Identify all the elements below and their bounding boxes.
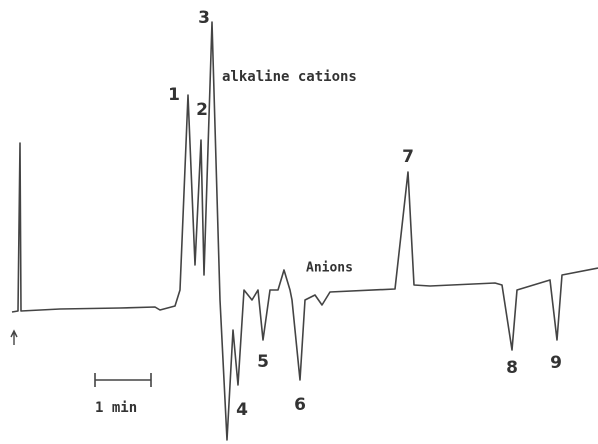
peak-label: 9 bbox=[550, 353, 562, 373]
peak-label: 6 bbox=[294, 395, 306, 415]
trace bbox=[11, 21, 598, 441]
peak-label: 3 bbox=[198, 8, 210, 28]
injection-arrow bbox=[10, 329, 18, 345]
peak-label: 4 bbox=[236, 400, 248, 420]
peak-label: 7 bbox=[402, 147, 414, 167]
peak-label: 5 bbox=[257, 352, 269, 372]
peak-label: 8 bbox=[506, 358, 518, 378]
scale-bar bbox=[94, 373, 152, 387]
anions-label: Anions bbox=[306, 261, 353, 276]
peak-label: 2 bbox=[196, 100, 208, 120]
cations-label: alkaline cations bbox=[222, 69, 357, 85]
peak-label: 1 bbox=[168, 85, 180, 105]
scale-bar-label: 1 min bbox=[95, 400, 137, 416]
